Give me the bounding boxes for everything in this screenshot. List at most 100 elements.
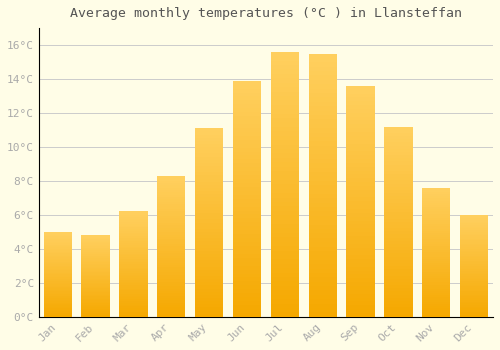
Bar — [119, 315, 148, 317]
Bar — [346, 140, 375, 144]
Bar — [157, 230, 186, 232]
Bar — [82, 290, 110, 291]
Bar — [233, 92, 261, 97]
Bar — [422, 257, 450, 259]
Bar — [460, 283, 488, 285]
Bar — [460, 271, 488, 273]
Bar — [270, 264, 299, 268]
Bar — [82, 272, 110, 273]
Bar — [308, 133, 337, 137]
Bar — [346, 163, 375, 167]
Bar — [308, 97, 337, 102]
Bar — [233, 238, 261, 242]
Bar — [460, 266, 488, 267]
Bar — [82, 302, 110, 303]
Bar — [422, 226, 450, 229]
Bar — [157, 289, 186, 291]
Bar — [422, 254, 450, 257]
Bar — [233, 89, 261, 92]
Bar — [44, 308, 72, 310]
Bar — [44, 297, 72, 299]
Bar — [422, 233, 450, 235]
Bar — [384, 174, 412, 177]
Bar — [384, 279, 412, 282]
Bar — [44, 288, 72, 290]
Bar — [82, 241, 110, 242]
Bar — [157, 272, 186, 274]
Bar — [119, 225, 148, 227]
Bar — [195, 216, 224, 219]
Bar — [308, 238, 337, 242]
Bar — [422, 214, 450, 216]
Bar — [422, 211, 450, 214]
Bar — [384, 307, 412, 310]
Bar — [460, 239, 488, 240]
Bar — [460, 273, 488, 274]
Bar — [270, 78, 299, 83]
Bar — [233, 171, 261, 175]
Bar — [119, 304, 148, 306]
Bar — [44, 295, 72, 297]
Bar — [308, 119, 337, 124]
Bar — [82, 279, 110, 280]
Bar — [233, 116, 261, 120]
Bar — [270, 308, 299, 313]
Bar — [270, 122, 299, 127]
Bar — [270, 299, 299, 303]
Bar — [308, 137, 337, 141]
Bar — [270, 184, 299, 189]
Bar — [270, 189, 299, 193]
Bar — [308, 154, 337, 159]
Bar — [460, 242, 488, 244]
Bar — [460, 267, 488, 269]
Bar — [346, 209, 375, 213]
Bar — [308, 242, 337, 247]
Bar — [44, 290, 72, 291]
Bar — [460, 223, 488, 225]
Bar — [308, 194, 337, 198]
Bar — [384, 298, 412, 301]
Bar — [270, 153, 299, 158]
Bar — [82, 261, 110, 262]
Bar — [44, 269, 72, 270]
Bar — [195, 210, 224, 213]
Bar — [460, 230, 488, 232]
Bar — [157, 277, 186, 279]
Bar — [82, 310, 110, 312]
Bar — [384, 206, 412, 209]
Bar — [157, 281, 186, 284]
Bar — [422, 287, 450, 289]
Bar — [195, 260, 224, 264]
Bar — [308, 233, 337, 238]
Bar — [195, 160, 224, 163]
Bar — [270, 145, 299, 149]
Bar — [346, 313, 375, 317]
Bar — [82, 312, 110, 313]
Bar — [346, 97, 375, 101]
Bar — [460, 313, 488, 315]
Bar — [384, 222, 412, 225]
Bar — [233, 124, 261, 128]
Bar — [346, 298, 375, 301]
Bar — [119, 290, 148, 292]
Bar — [233, 218, 261, 222]
Bar — [270, 100, 299, 105]
Bar — [233, 305, 261, 309]
Bar — [157, 270, 186, 272]
Bar — [157, 234, 186, 237]
Bar — [119, 271, 148, 273]
Bar — [422, 263, 450, 265]
Bar — [44, 252, 72, 253]
Bar — [157, 225, 186, 228]
Bar — [270, 193, 299, 197]
Bar — [82, 307, 110, 309]
Bar — [82, 247, 110, 249]
Bar — [119, 266, 148, 268]
Bar — [82, 313, 110, 314]
Bar — [308, 251, 337, 256]
Bar — [422, 207, 450, 209]
Bar — [422, 276, 450, 278]
Bar — [233, 108, 261, 112]
Bar — [346, 113, 375, 117]
Bar — [270, 220, 299, 224]
